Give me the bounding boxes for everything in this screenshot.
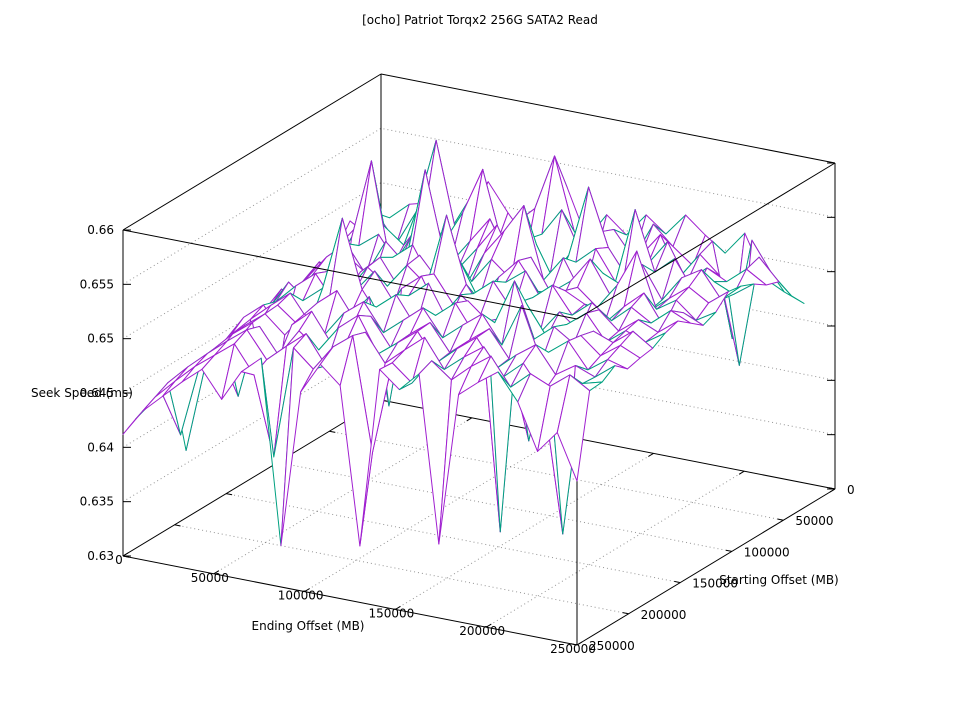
wall-z-grid <box>122 127 836 503</box>
y-tick-label: 100000 <box>744 545 790 559</box>
z-tick-label: 0.635 <box>80 495 114 509</box>
z-tick-label: 0.645 <box>80 386 114 400</box>
x-tick-label: 50000 <box>191 571 229 585</box>
x-tick-label: 250000 <box>550 642 596 656</box>
y-tick-label: 50000 <box>795 514 833 528</box>
z-tick-label: 0.65 <box>87 332 114 346</box>
tick-labels: 0 50000 100000 150000 200000 250000 0 50000 1000… <box>80 223 855 656</box>
x-tick-label: 0 <box>115 553 123 567</box>
base-grid <box>174 417 784 628</box>
z-tick-label: 0.655 <box>80 277 114 291</box>
y-axis-title: Starting Offset (MB) <box>719 573 839 587</box>
y-tick-label: 250000 <box>589 639 635 653</box>
x-axis-title: Ending Offset (MB) <box>252 619 365 633</box>
y-tick-label: 0 <box>847 483 855 497</box>
x-tick-label: 100000 <box>278 589 324 603</box>
z-tick-label: 0.66 <box>87 223 114 237</box>
surface-mesh <box>122 139 805 547</box>
x-tick-label: 150000 <box>368 606 414 620</box>
y-tick-label: 150000 <box>692 577 738 591</box>
chart-title: [ocho] Patriot Torqx2 256G SATA2 Read <box>362 13 598 27</box>
z-tick-label: 0.64 <box>87 440 114 454</box>
box-frame-front <box>122 162 836 320</box>
y-tick-label: 200000 <box>641 608 687 622</box>
z-tick-label: 0.63 <box>87 549 114 563</box>
axes <box>122 163 836 646</box>
z-axis-title: Seek Speed (ms) <box>31 386 133 400</box>
x-tick-label: 200000 <box>459 624 505 638</box>
axis-titles: Ending Offset (MB) Starting Offset (MB) Se… <box>31 386 839 633</box>
